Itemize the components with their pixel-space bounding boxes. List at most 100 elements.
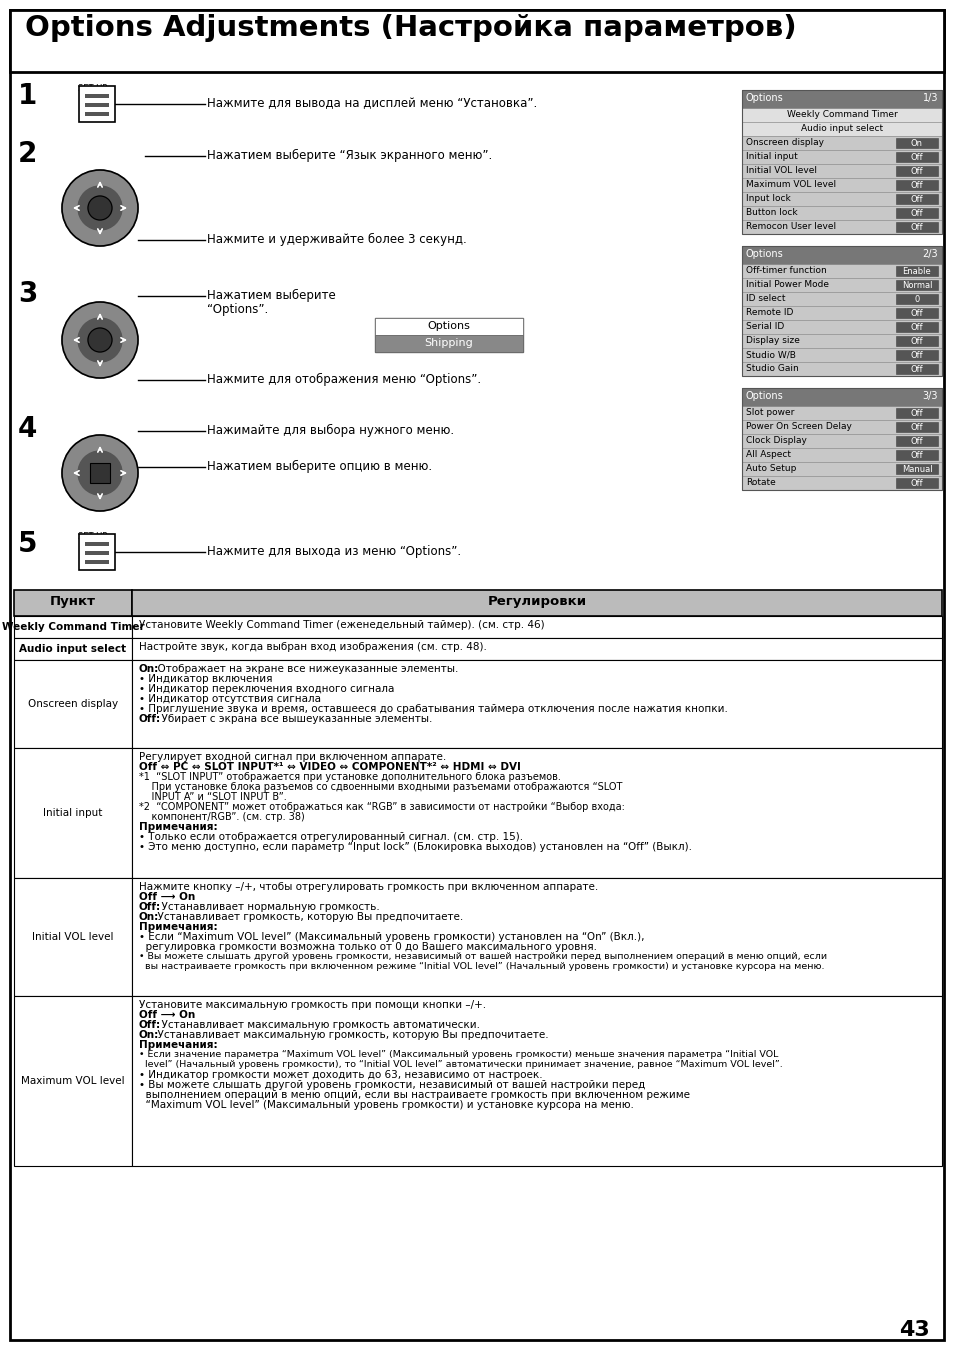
Text: Initial Power Mode: Initial Power Mode xyxy=(745,279,828,289)
Bar xyxy=(132,748,941,878)
Text: Регулирует входной сигнал при включенном аппарате.: Регулирует входной сигнал при включенном… xyxy=(139,752,446,761)
Bar xyxy=(741,136,941,150)
Bar xyxy=(85,560,109,564)
Circle shape xyxy=(78,186,122,230)
Text: 3: 3 xyxy=(18,279,37,308)
Text: Options: Options xyxy=(745,248,783,259)
Text: • Только если отображается отрегулированный сигнал. (см. стр. 15).: • Только если отображается отрегулирован… xyxy=(139,832,522,842)
Bar xyxy=(895,138,937,148)
Text: Off:: Off: xyxy=(139,714,161,724)
Text: 1: 1 xyxy=(18,82,37,109)
Text: Remocon User level: Remocon User level xyxy=(745,221,835,231)
Text: Off: Off xyxy=(910,338,923,346)
Text: Enable: Enable xyxy=(902,267,930,275)
Bar xyxy=(895,308,937,319)
Text: Off ⟶ On: Off ⟶ On xyxy=(139,892,195,902)
Text: Options Adjustments (Настройка параметров): Options Adjustments (Настройка параметро… xyxy=(25,14,796,42)
Text: Примечания:: Примечания: xyxy=(139,922,217,931)
Text: ID select: ID select xyxy=(745,294,784,302)
Bar xyxy=(14,660,132,748)
Bar xyxy=(741,122,941,136)
Text: Off: Off xyxy=(910,423,923,432)
Text: On:: On: xyxy=(139,664,159,674)
Bar xyxy=(895,436,937,446)
Text: Initial input: Initial input xyxy=(745,153,797,161)
Bar xyxy=(85,103,109,107)
Text: Maximum VOL level: Maximum VOL level xyxy=(21,1076,125,1085)
Bar xyxy=(741,362,941,377)
Bar xyxy=(895,208,937,217)
Bar xyxy=(85,95,109,99)
Text: 3/3: 3/3 xyxy=(922,392,937,401)
Bar xyxy=(741,292,941,306)
Bar xyxy=(895,180,937,190)
Text: Studio Gain: Studio Gain xyxy=(745,364,798,373)
Text: Display size: Display size xyxy=(745,336,799,346)
Bar xyxy=(85,112,109,116)
Text: Off: Off xyxy=(910,364,923,374)
Bar xyxy=(741,406,941,420)
Bar xyxy=(741,348,941,362)
Text: Устанавливает громкость, которую Вы предпочитаете.: Устанавливает громкость, которую Вы пред… xyxy=(151,913,462,922)
Bar xyxy=(132,590,941,616)
Text: Регулировки: Регулировки xyxy=(487,595,586,608)
Bar xyxy=(132,660,941,748)
Text: Slot power: Slot power xyxy=(745,408,794,417)
Text: Audio input select: Audio input select xyxy=(801,124,882,134)
Bar xyxy=(895,336,937,346)
Bar xyxy=(741,278,941,292)
Text: Off: Off xyxy=(910,437,923,446)
Bar xyxy=(79,86,115,122)
Text: Нажатием выберите “Язык экранного меню”.: Нажатием выберите “Язык экранного меню”. xyxy=(207,148,492,162)
Bar xyxy=(741,333,941,348)
Bar xyxy=(132,878,941,996)
Bar xyxy=(14,878,132,996)
Circle shape xyxy=(62,302,138,378)
Circle shape xyxy=(78,451,122,495)
Text: SET UP: SET UP xyxy=(78,532,108,541)
Text: регулировка громкости возможна только от 0 до Вашего максимального уровня.: регулировка громкости возможна только от… xyxy=(139,942,597,952)
Bar xyxy=(741,246,941,377)
Text: All Aspect: All Aspect xyxy=(745,450,790,459)
Text: Off: Off xyxy=(910,153,923,162)
Bar xyxy=(741,108,941,122)
Text: Options: Options xyxy=(427,321,470,331)
Text: Input lock: Input lock xyxy=(745,194,790,202)
Bar xyxy=(895,266,937,275)
Bar xyxy=(741,90,941,234)
Text: Serial ID: Serial ID xyxy=(745,323,783,331)
Text: Off: Off xyxy=(910,351,923,360)
Text: “Options”.: “Options”. xyxy=(207,302,268,316)
Bar xyxy=(895,221,937,232)
Text: *2  “COMPONENT” может отображаться как “RGB” в зависимости от настройки “Выбор в: *2 “COMPONENT” может отображаться как “R… xyxy=(139,802,624,811)
Text: Установите максимальную громкость при помощи кнопки –/+.: Установите максимальную громкость при по… xyxy=(139,1000,486,1010)
Text: Off: Off xyxy=(910,223,923,232)
Bar xyxy=(741,448,941,462)
Text: Options: Options xyxy=(745,93,783,103)
Bar xyxy=(741,477,941,490)
Text: Нажатием выберите опцию в меню.: Нажатием выберите опцию в меню. xyxy=(207,460,432,472)
Bar xyxy=(895,478,937,487)
Text: On: On xyxy=(910,139,923,148)
Text: компонент/RGB”. (см. стр. 38): компонент/RGB”. (см. стр. 38) xyxy=(139,811,304,822)
Bar xyxy=(90,463,110,483)
Bar xyxy=(375,319,522,335)
Text: Off: Off xyxy=(910,323,923,332)
Text: • Если “Maximum VOL level” (Максимальный уровень громкости) установлен на “On” (: • Если “Maximum VOL level” (Максимальный… xyxy=(139,931,644,942)
Text: Off-timer function: Off-timer function xyxy=(745,266,826,275)
Text: Примечания:: Примечания: xyxy=(139,822,217,832)
Text: Нажмите кнопку –/+, чтобы отрегулировать громкость при включенном аппарате.: Нажмите кнопку –/+, чтобы отрегулировать… xyxy=(139,882,598,892)
Text: On:: On: xyxy=(139,913,159,922)
Bar xyxy=(895,194,937,204)
Bar xyxy=(375,335,522,352)
Text: Initial VOL level: Initial VOL level xyxy=(32,931,113,942)
Circle shape xyxy=(78,319,122,362)
Bar xyxy=(85,551,109,555)
Text: Off: Off xyxy=(910,194,923,204)
Bar xyxy=(10,9,943,72)
Text: 1/3: 1/3 xyxy=(922,93,937,103)
Bar xyxy=(741,178,941,192)
Text: • Вы можете слышать другой уровень громкости, независимый от вашей настройки пер: • Вы можете слышать другой уровень громк… xyxy=(139,952,826,961)
Text: Off ⟶ On: Off ⟶ On xyxy=(139,1010,195,1021)
Text: Нажимайте для выбора нужного меню.: Нажимайте для выбора нужного меню. xyxy=(207,424,454,437)
